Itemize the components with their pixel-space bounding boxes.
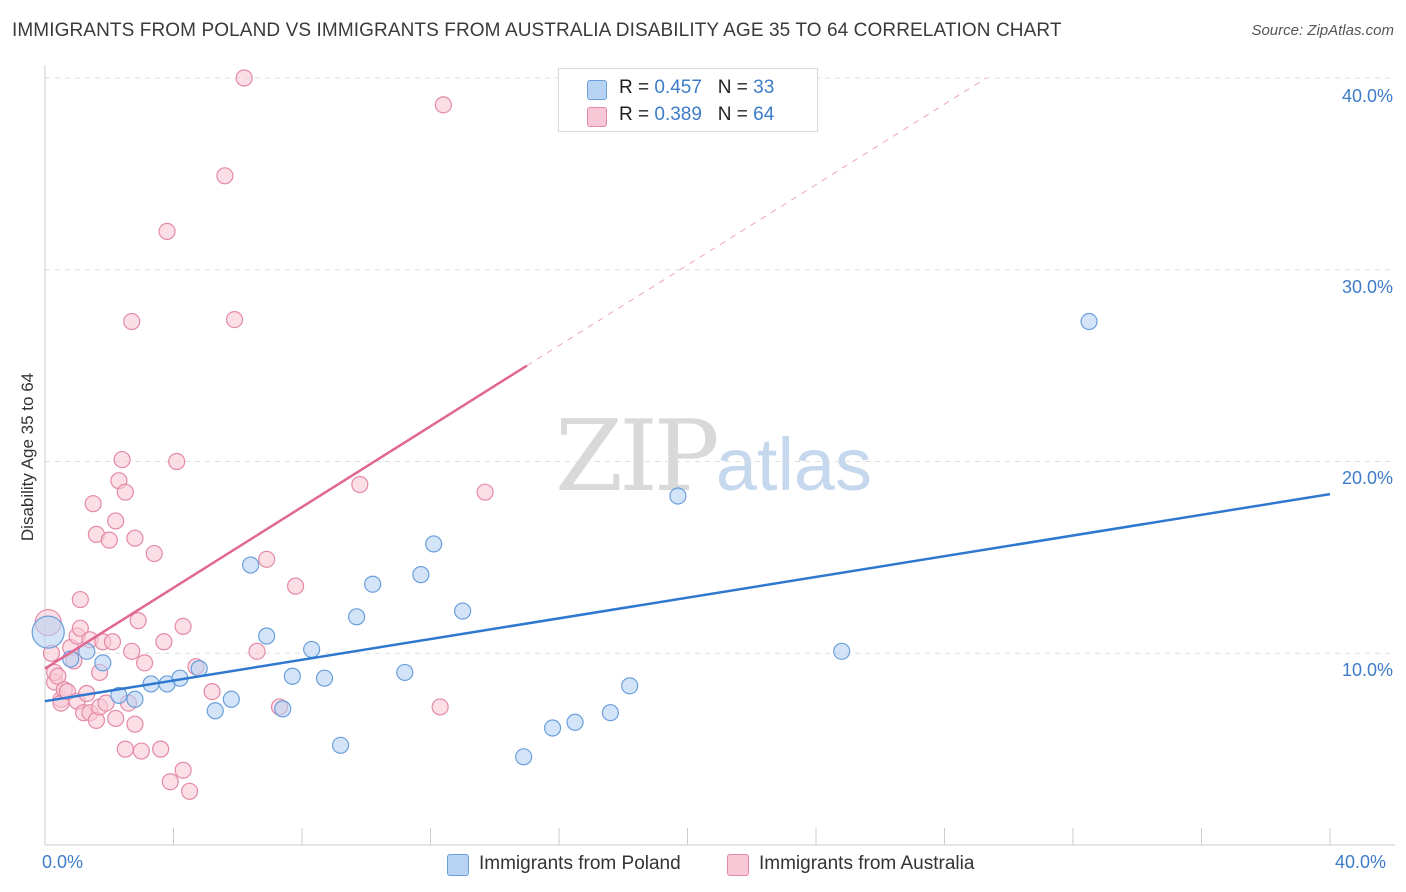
bottom-legend-swatch-australia — [727, 854, 749, 876]
legend-n-australia: 64 — [753, 104, 775, 125]
source-credit: Source: ZipAtlas.com — [1251, 22, 1394, 39]
data-point-australia — [258, 550, 276, 568]
data-point-australia — [84, 495, 102, 513]
data-point-poland — [601, 704, 620, 722]
data-point-poland — [206, 702, 224, 720]
data-point-poland — [454, 602, 472, 620]
legend-r-poland: 0.457 — [654, 77, 702, 98]
data-point-australia — [145, 544, 163, 563]
data-point-poland — [1080, 312, 1098, 331]
correlation-legend: R = 0.457 N = 33 R = 0.389 N = 64 — [558, 68, 818, 132]
trendline-australia — [44, 364, 528, 670]
legend-r-australia: 0.389 — [654, 104, 702, 125]
data-point-australia — [248, 642, 266, 660]
data-point-australia — [152, 740, 170, 758]
data-point-poland — [331, 736, 350, 754]
data-point-australia — [203, 682, 221, 701]
data-point-poland — [621, 677, 639, 695]
legend-swatch-poland — [587, 80, 607, 100]
legend-r-label: R = — [619, 77, 650, 98]
data-point-australia — [174, 617, 192, 636]
data-point-poland — [669, 487, 687, 505]
data-point-poland — [258, 627, 276, 645]
data-point-australia — [71, 619, 89, 637]
data-point-poland — [110, 686, 128, 705]
y-axis-label: Disability Age 35 to 64 — [18, 372, 37, 542]
data-point-australia — [168, 452, 186, 471]
chart-title: IMMIGRANTS FROM POLAND VS IMMIGRANTS FRO… — [12, 20, 1062, 41]
data-point-poland — [425, 535, 443, 553]
x-tick-label-max: 40.0% — [1335, 852, 1387, 872]
data-point-australia — [180, 782, 199, 800]
data-point-australia — [107, 512, 125, 530]
data-point-australia — [235, 69, 253, 87]
data-point-poland — [396, 663, 414, 682]
data-point-poland — [566, 713, 584, 731]
data-point-australia — [158, 222, 176, 240]
data-point-poland — [94, 654, 112, 672]
data-point-poland — [242, 556, 260, 574]
data-point-australia — [123, 642, 141, 660]
legend-r-label: R = — [619, 104, 650, 125]
legend-n-poland: 33 — [753, 77, 775, 98]
y-tick-label-10: 10.0% — [1341, 660, 1393, 680]
data-point-australia — [286, 577, 305, 595]
y-tick-label-20: 20.0% — [1341, 468, 1393, 488]
data-point-australia — [135, 654, 154, 672]
data-point-australia — [132, 742, 150, 760]
data-point-poland — [315, 669, 334, 687]
data-point-australia — [216, 167, 234, 185]
data-point-australia — [71, 590, 89, 609]
data-point-poland — [833, 642, 851, 660]
data-point-australia — [351, 475, 369, 494]
bottom-legend-label-australia: Immigrants from Australia — [759, 853, 975, 874]
data-point-poland — [31, 615, 65, 649]
data-point-poland — [274, 700, 292, 718]
data-point-poland — [283, 667, 301, 685]
y-tick-label-30: 30.0% — [1341, 277, 1393, 297]
bottom-legend-label-poland: Immigrants from Poland — [479, 853, 681, 874]
data-point-australia — [113, 450, 131, 469]
data-point-australia — [126, 529, 144, 547]
data-point-australia — [123, 312, 141, 331]
bottom-legend-swatch-poland — [447, 854, 469, 876]
data-point-australia — [116, 483, 134, 501]
legend-n-label: N = — [717, 77, 748, 98]
data-point-poland — [543, 719, 562, 737]
data-point-australia — [225, 311, 244, 329]
data-point-poland — [412, 566, 430, 584]
y-tick-label-40: 40.0% — [1341, 86, 1393, 106]
data-point-poland — [348, 608, 366, 626]
legend-swatch-australia — [587, 107, 607, 127]
data-point-australia — [100, 531, 118, 549]
data-point-poland — [303, 640, 321, 659]
data-point-australia — [107, 709, 125, 728]
data-point-australia — [155, 633, 173, 651]
legend-n-label: N = — [717, 104, 748, 125]
data-point-australia — [129, 612, 147, 630]
x-tick-label-min: 0.0% — [42, 852, 84, 872]
data-point-poland — [222, 690, 240, 708]
data-point-poland — [515, 748, 533, 766]
data-point-australia — [174, 761, 192, 779]
trendline-poland — [44, 492, 1331, 703]
data-point-australia — [431, 698, 449, 716]
data-point-australia — [116, 740, 134, 758]
data-point-australia — [97, 694, 115, 712]
data-point-australia — [434, 96, 452, 114]
data-point-poland — [126, 690, 144, 708]
data-point-australia — [103, 633, 122, 651]
data-point-australia — [476, 483, 494, 501]
data-point-poland — [364, 575, 382, 593]
data-point-australia — [126, 715, 144, 733]
data-point-australia — [161, 773, 179, 791]
